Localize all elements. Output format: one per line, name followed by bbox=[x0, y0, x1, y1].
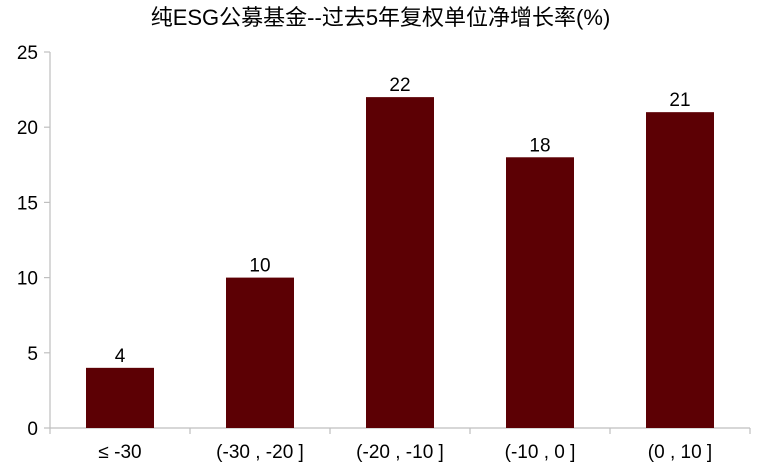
bar bbox=[366, 97, 434, 429]
bar bbox=[646, 112, 714, 428]
y-tick-label: 10 bbox=[17, 269, 38, 290]
bar-data-label: 22 bbox=[389, 75, 410, 96]
bar-data-label: 4 bbox=[115, 346, 126, 367]
y-tick-label: 0 bbox=[27, 419, 38, 440]
x-category-label: (-20 , -10 ] bbox=[356, 442, 444, 463]
bar-data-label: 18 bbox=[529, 135, 550, 156]
x-category-label: (0 , 10 ] bbox=[648, 442, 712, 463]
x-category-label: (-10 , 0 ] bbox=[505, 442, 576, 463]
bar bbox=[86, 367, 154, 428]
x-category-label: ≤ -30 bbox=[98, 442, 141, 463]
bar-data-label: 10 bbox=[249, 256, 270, 277]
y-tick-label: 25 bbox=[17, 43, 38, 64]
x-category-label: (-30 , -20 ] bbox=[216, 442, 304, 463]
bar bbox=[226, 277, 294, 428]
y-tick-label: 5 bbox=[27, 344, 38, 365]
bar bbox=[506, 157, 574, 428]
y-tick-label: 15 bbox=[17, 193, 38, 214]
chart-title: 纯ESG公募基金--过去5年复权单位净增长率(%) bbox=[150, 5, 611, 30]
y-tick-label: 20 bbox=[17, 118, 38, 139]
bar-data-label: 21 bbox=[669, 90, 690, 111]
